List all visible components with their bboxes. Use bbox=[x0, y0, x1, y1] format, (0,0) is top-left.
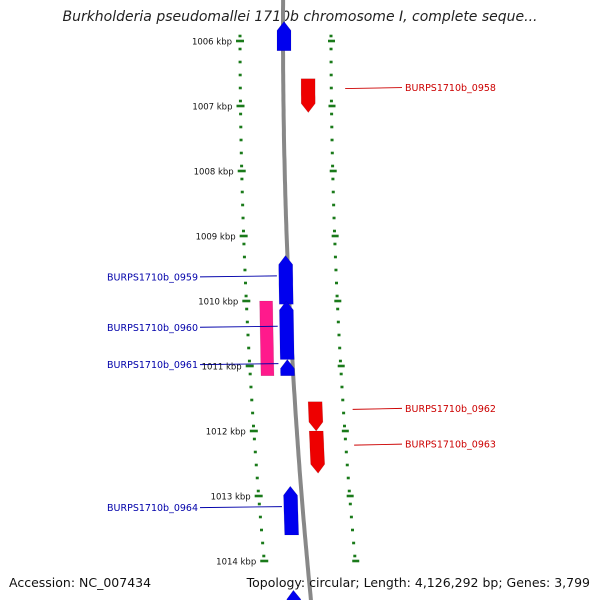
label-leader-line bbox=[199, 506, 282, 509]
kbp-label: 1009 kbp bbox=[196, 233, 236, 243]
gene-feature[interactable] bbox=[259, 300, 275, 377]
accession-text: Accession: NC_007434 bbox=[9, 575, 152, 590]
coordinate-labels: 1006 kbp 1007 kbp 1008 kbp 1009 kbp 1010 kbp… bbox=[192, 38, 256, 568]
kbp-label: 1010 kbp bbox=[198, 298, 238, 308]
kbp-label: 1011 kbp bbox=[202, 363, 242, 373]
gene-feature[interactable] bbox=[279, 300, 295, 360]
label-leader-line bbox=[199, 275, 277, 278]
gene-label[interactable]: BURPS1710b_0960 bbox=[107, 323, 198, 334]
kbp-label: 1013 kbp bbox=[211, 493, 251, 503]
gene-features bbox=[259, 21, 326, 600]
map-title: Burkholderia pseudomallei 1710b chromoso… bbox=[62, 9, 538, 25]
gene-feature[interactable] bbox=[286, 589, 302, 600]
label-leader-line bbox=[199, 325, 278, 328]
gene-label[interactable]: BURPS1710b_0958 bbox=[405, 83, 496, 94]
kbp-label: 1012 kbp bbox=[206, 428, 246, 438]
gene-label[interactable]: BURPS1710b_0963 bbox=[405, 440, 496, 451]
gene-label[interactable]: BURPS1710b_0959 bbox=[107, 272, 198, 283]
gene-feature[interactable] bbox=[280, 359, 295, 377]
gene-label[interactable]: BURPS1710b_0961 bbox=[107, 360, 198, 371]
gene-labels: BURPS1710b_0958 BURPS1710b_0959 BURPS1710b… bbox=[107, 83, 496, 514]
label-leader-line bbox=[199, 363, 279, 366]
kbp-label: 1007 kbp bbox=[192, 103, 232, 113]
gene-label[interactable]: BURPS1710b_0964 bbox=[107, 503, 198, 514]
label-leader-line bbox=[354, 443, 403, 446]
kbp-label: 1008 kbp bbox=[194, 168, 234, 178]
gene-feature[interactable] bbox=[276, 21, 292, 52]
topology-text: Topology: circular; Length: 4,126,292 bp… bbox=[246, 575, 590, 590]
gene-feature[interactable] bbox=[300, 78, 316, 113]
gene-label[interactable]: BURPS1710b_0962 bbox=[405, 404, 496, 415]
gene-feature[interactable] bbox=[278, 255, 294, 305]
gene-feature[interactable] bbox=[283, 485, 300, 536]
kbp-label: 1006 kbp bbox=[192, 38, 232, 48]
gene-feature[interactable] bbox=[307, 401, 324, 432]
gene-feature[interactable] bbox=[308, 430, 326, 474]
tick-marks bbox=[236, 34, 360, 563]
kbp-label: 1014 kbp bbox=[216, 558, 256, 568]
label-leader-line bbox=[352, 407, 403, 410]
label-leader-line bbox=[345, 87, 403, 90]
